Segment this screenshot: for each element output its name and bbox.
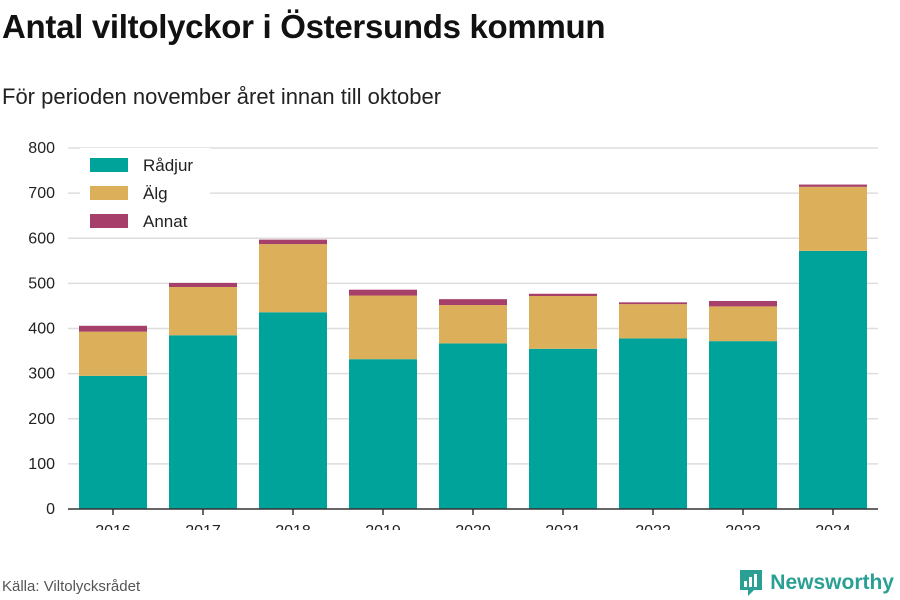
bar-segment-rådjur <box>799 250 867 509</box>
bar-segment-älg <box>709 306 777 342</box>
bar-segment-rådjur <box>529 348 597 509</box>
bar-segment-rådjur <box>439 343 507 509</box>
bar-segment-älg <box>349 295 417 360</box>
y-tick-label: 100 <box>28 456 55 473</box>
bar-segment-rådjur <box>79 375 147 509</box>
bar-segment-annat <box>799 184 867 187</box>
x-tick-label: 2022 <box>635 523 671 530</box>
bar-segment-rådjur <box>259 312 327 509</box>
x-tick-label: 2019 <box>365 523 401 530</box>
legend-swatch-rådjur <box>90 158 128 172</box>
bar-segment-annat <box>79 325 147 332</box>
x-tick-label: 2018 <box>275 523 311 530</box>
bar-segment-älg <box>169 286 237 336</box>
legend-label-annat: Annat <box>143 212 188 231</box>
bar-segment-älg <box>799 186 867 251</box>
source-note: Källa: Viltolycksrådet <box>2 578 141 595</box>
legend-swatch-älg <box>90 186 128 200</box>
brand-logo: Newsworthy <box>738 568 894 598</box>
bar-segment-annat <box>529 293 597 297</box>
stacked-bar-chart: 0 100 200 300 400 500 600 700 800 2016 2017 2018 201… <box>28 140 878 530</box>
bar-segment-älg <box>439 305 507 344</box>
chart-subtitle: För perioden november året innan till ok… <box>2 84 442 109</box>
x-tick-label: 2017 <box>185 523 221 530</box>
bar-segment-annat <box>439 299 507 306</box>
y-tick-label: 400 <box>28 321 55 338</box>
bar-segment-älg <box>79 331 147 376</box>
x-tick-label: 2020 <box>455 523 491 530</box>
x-tick-label: 2023 <box>725 523 761 530</box>
y-tick-label: 200 <box>28 411 55 428</box>
bar-segment-rådjur <box>619 338 687 509</box>
bar-segment-annat <box>619 302 687 305</box>
bar-segment-annat <box>709 300 777 307</box>
bar-segment-rådjur <box>349 359 417 509</box>
bar-segment-älg <box>259 244 327 313</box>
bar-segment-annat <box>259 239 327 245</box>
legend-label-älg: Älg <box>143 184 168 203</box>
bar-segment-annat <box>349 289 417 296</box>
bar-segment-rådjur <box>709 341 777 509</box>
chart-title: Antal viltolyckor i Östersunds kommun <box>2 8 606 45</box>
brand-name: Newsworthy <box>770 571 894 594</box>
bar-segment-älg <box>529 296 597 349</box>
bar-segment-älg <box>619 304 687 339</box>
legend-label-rådjur: Rådjur <box>143 156 193 175</box>
x-tick-label: 2016 <box>95 523 131 530</box>
bar-segment-annat <box>169 282 237 287</box>
y-tick-label: 500 <box>28 275 55 292</box>
x-tick-label: 2021 <box>545 523 581 530</box>
x-tick-label: 2024 <box>815 523 851 530</box>
y-tick-label: 700 <box>28 185 55 202</box>
legend-swatch-annat <box>90 214 128 228</box>
y-tick-label: 800 <box>28 140 55 157</box>
y-tick-label: 600 <box>28 230 55 247</box>
y-tick-label: 300 <box>28 366 55 383</box>
newsworthy-logo-icon <box>740 570 763 596</box>
y-tick-label: 0 <box>46 501 55 518</box>
bar-segment-rådjur <box>169 335 237 509</box>
